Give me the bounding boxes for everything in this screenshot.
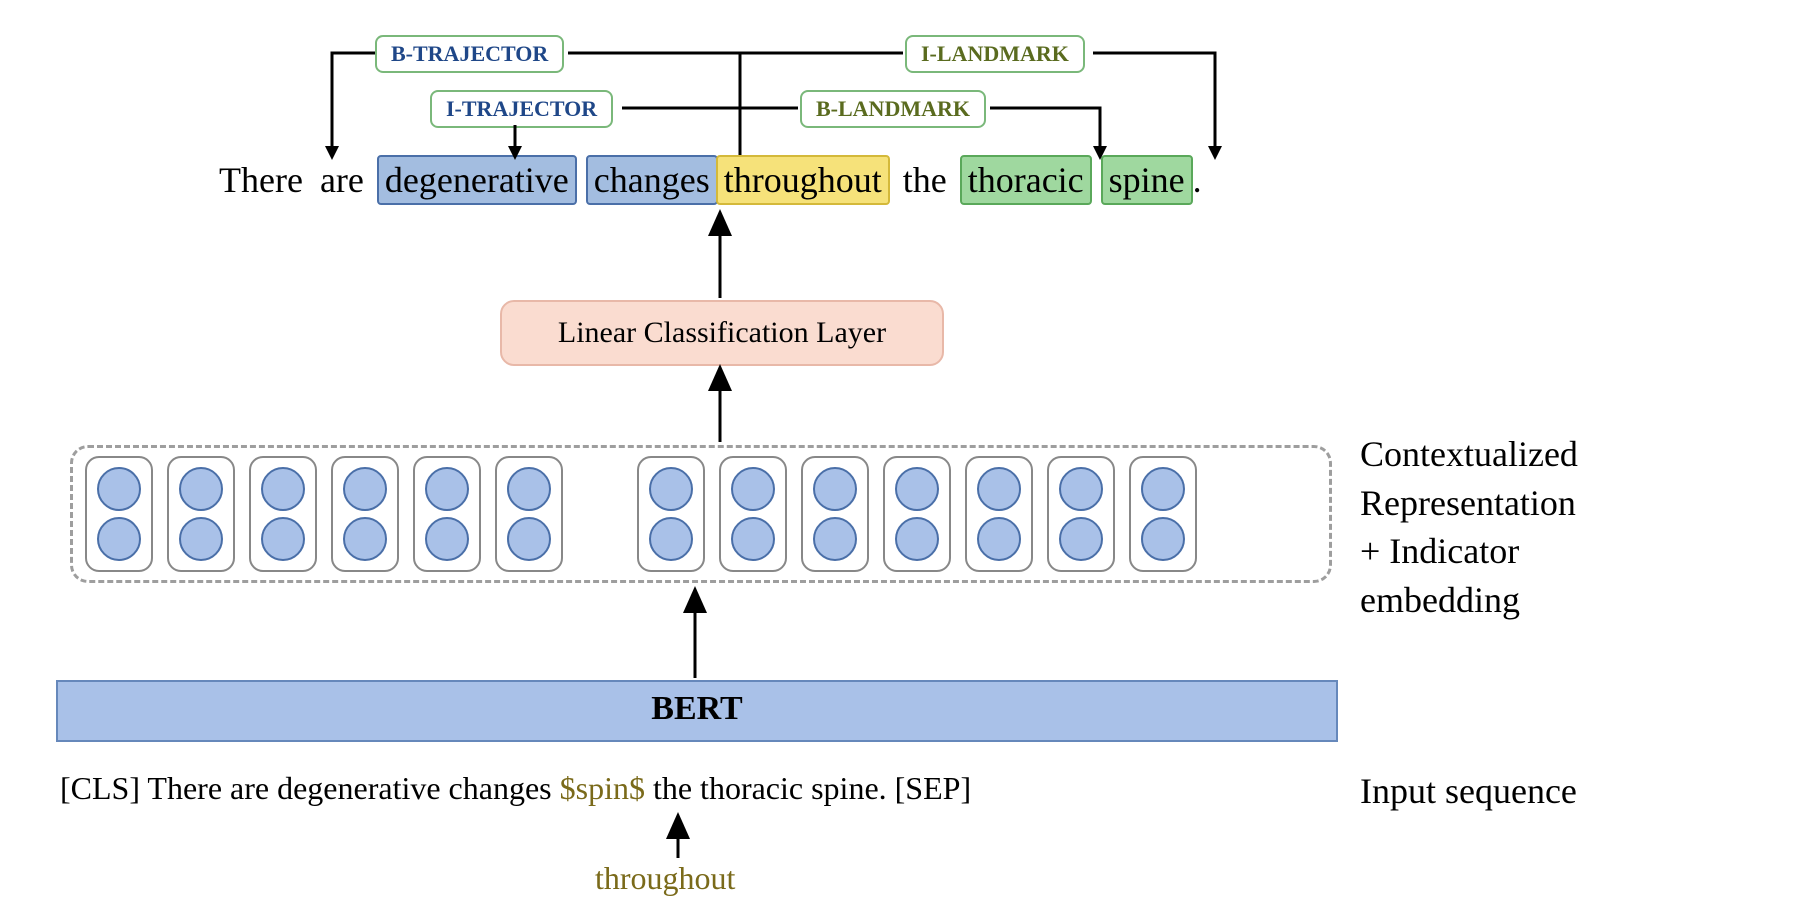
representation-label: Contextualized Representation + Indicato… [1360, 430, 1780, 624]
tag-text: B-TRAJECTOR [391, 41, 548, 66]
input-suffix: the thoracic spine. [SEP] [645, 770, 971, 806]
word-thoracic: thoracic [960, 155, 1092, 205]
embedding-circle [1059, 467, 1103, 511]
embedding-circle [1141, 467, 1185, 511]
input-sequence-label: Input sequence [1360, 770, 1577, 812]
token-vector [801, 456, 869, 572]
word-throughout: throughout [716, 155, 890, 205]
tag-text: I-LANDMARK [921, 41, 1069, 66]
token-vector [85, 456, 153, 572]
embedding-circle [507, 517, 551, 561]
token-vector [495, 456, 563, 572]
word-there: There [215, 157, 307, 203]
linear-classification-box: Linear Classification Layer [500, 300, 944, 366]
embedding-circle [977, 467, 1021, 511]
embedding-circle [343, 467, 387, 511]
linclass-text: Linear Classification Layer [558, 316, 886, 349]
word-degenerative: degenerative [377, 155, 577, 205]
embedding-circle [895, 517, 939, 561]
embedding-circle [261, 517, 305, 561]
token-vector [965, 456, 1033, 572]
embedding-circle [97, 467, 141, 511]
input-prefix: [CLS] There are degenerative changes [60, 770, 560, 806]
token-vector [331, 456, 399, 572]
token-vector [1129, 456, 1197, 572]
embedding-circle [977, 517, 1021, 561]
token-representation-row [70, 445, 1332, 583]
embedding-circle [731, 517, 775, 561]
embedding-circle [731, 467, 775, 511]
token-vector [883, 456, 951, 572]
embedding-circle [813, 517, 857, 561]
embedding-circle [425, 517, 469, 561]
embedding-circle [895, 467, 939, 511]
embedding-circle [97, 517, 141, 561]
i-trajector-tag: I-TRAJECTOR [430, 90, 613, 128]
input-spin: $spin$ [560, 770, 645, 806]
diagram-container: B-TRAJECTOR I-TRAJECTOR B-LANDMARK I-LAN… [20, 20, 1780, 876]
token-vector [1047, 456, 1115, 572]
output-sentence: There are degenerative changesthroughout… [215, 155, 1206, 205]
embedding-circle [507, 467, 551, 511]
throughout-replacement: throughout [595, 860, 735, 897]
token-vector [167, 456, 235, 572]
embedding-circle [1141, 517, 1185, 561]
b-trajector-tag: B-TRAJECTOR [375, 35, 564, 73]
tag-text: B-LANDMARK [816, 96, 970, 121]
token-vector [413, 456, 481, 572]
embedding-circle [813, 467, 857, 511]
token-vector [719, 456, 787, 572]
bert-text: BERT [651, 690, 742, 727]
word-the: the [899, 157, 951, 203]
word-period: . [1193, 157, 1206, 203]
embedding-circle [649, 517, 693, 561]
embedding-circle [649, 467, 693, 511]
b-landmark-tag: B-LANDMARK [800, 90, 986, 128]
word-changes: changes [586, 155, 718, 205]
embedding-circle [343, 517, 387, 561]
embedding-circle [179, 467, 223, 511]
word-spine: spine [1101, 155, 1193, 205]
embedding-circle [425, 467, 469, 511]
embedding-circle [1059, 517, 1103, 561]
bert-bar: BERT [56, 680, 1338, 742]
input-sequence: [CLS] There are degenerative changes $sp… [60, 770, 971, 807]
embedding-circle [179, 517, 223, 561]
token-vector [249, 456, 317, 572]
token-vector [637, 456, 705, 572]
word-are: are [316, 157, 368, 203]
i-landmark-tag: I-LANDMARK [905, 35, 1085, 73]
embedding-circle [261, 467, 305, 511]
tag-text: I-TRAJECTOR [446, 96, 597, 121]
